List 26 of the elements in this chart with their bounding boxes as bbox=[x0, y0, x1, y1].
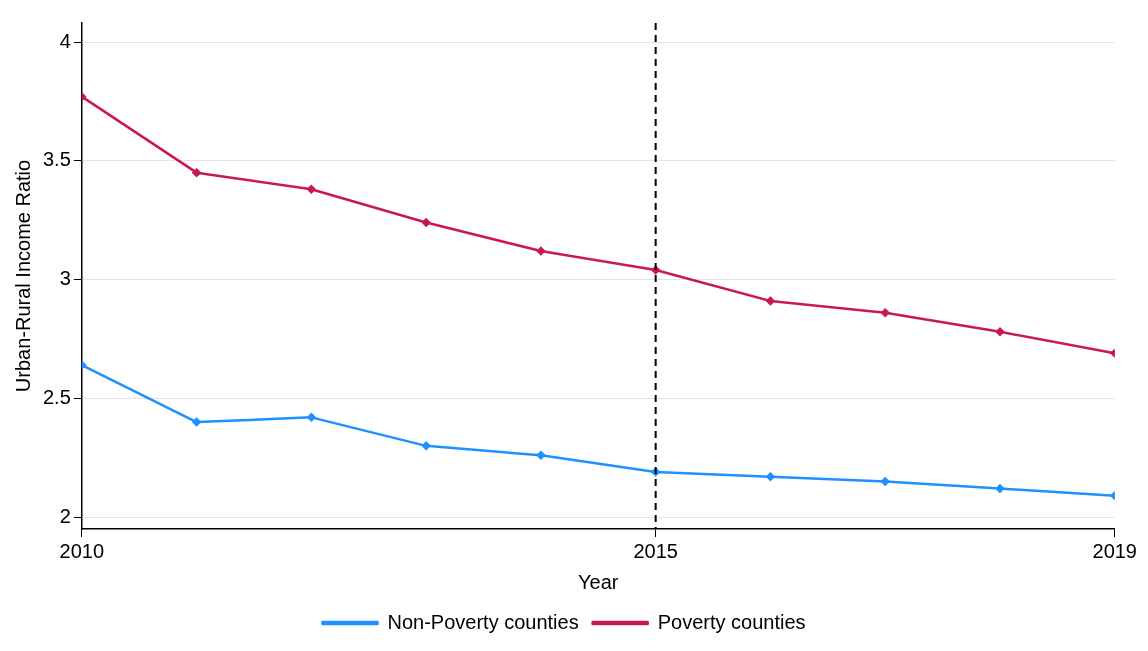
y-tick-label: 2 bbox=[59, 504, 71, 527]
point bbox=[421, 441, 431, 451]
point bbox=[536, 246, 546, 256]
point bbox=[307, 185, 316, 194]
point bbox=[192, 168, 201, 177]
legend-label: Poverty counties bbox=[657, 610, 806, 633]
point bbox=[421, 218, 431, 227]
x-tick-label: 2010 bbox=[59, 539, 105, 562]
point bbox=[766, 472, 775, 481]
point bbox=[536, 451, 546, 460]
legend-label: Non-Poverty counties bbox=[387, 610, 579, 633]
x-tick-label: 2019 bbox=[1092, 539, 1137, 562]
point bbox=[880, 477, 890, 486]
y-axis-title: Urban-Rural Income Ratio bbox=[11, 159, 34, 393]
y-tick-label: 3 bbox=[59, 267, 71, 290]
point bbox=[995, 327, 1005, 337]
y-tick-label: 2.5 bbox=[42, 385, 71, 408]
y-tick-label: 4 bbox=[59, 29, 71, 52]
point bbox=[192, 417, 201, 427]
x-axis-title: Year bbox=[578, 570, 619, 593]
point bbox=[766, 296, 775, 306]
point bbox=[307, 413, 316, 422]
point bbox=[880, 308, 890, 318]
y-tick-label: 3.5 bbox=[42, 148, 71, 171]
x-tick-label: 2015 bbox=[633, 539, 678, 562]
point bbox=[995, 484, 1005, 493]
